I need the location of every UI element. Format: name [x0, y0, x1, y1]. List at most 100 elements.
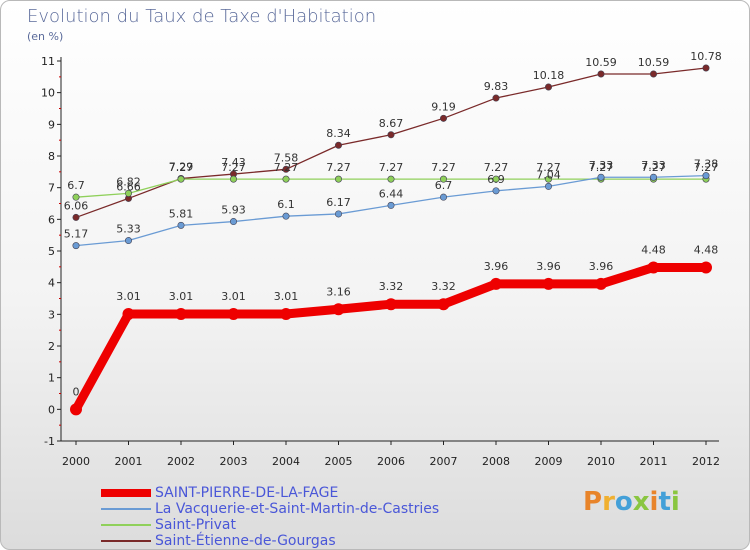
data-label: 3.01 — [274, 290, 299, 303]
data-label: 0 — [73, 385, 80, 398]
data-point — [647, 261, 660, 274]
data-label: 8.34 — [326, 127, 351, 140]
data-point — [544, 182, 552, 190]
data-label: 7.27 — [484, 161, 509, 174]
data-point — [385, 298, 397, 311]
data-point — [387, 131, 395, 139]
data-label: 3.32 — [379, 280, 404, 293]
data-point — [492, 175, 500, 183]
data-point — [72, 213, 80, 221]
x-tick-label: 2009 — [535, 455, 563, 468]
data-point — [387, 175, 395, 183]
legend-swatch-saint-etienne — [101, 540, 151, 542]
x-tick-label: 2012 — [692, 455, 720, 468]
x-tick-label: 2006 — [377, 455, 405, 468]
data-point — [230, 218, 238, 226]
data-point — [492, 187, 500, 195]
data-label: 6.1 — [277, 198, 295, 211]
y-tick-label: 11 — [41, 55, 55, 68]
data-point — [125, 237, 133, 245]
data-label: 3.01 — [169, 290, 194, 303]
data-label: 3.01 — [116, 290, 141, 303]
data-label: 7.33 — [589, 159, 614, 172]
data-label: 10.59 — [585, 56, 617, 69]
data-label: 7.38 — [694, 158, 719, 171]
data-label: 3.32 — [431, 280, 456, 293]
data-label: 6.7 — [67, 179, 85, 192]
data-label: 7.27 — [431, 161, 456, 174]
data-point — [387, 201, 395, 209]
data-label: 7.27 — [221, 161, 246, 174]
proxiti-logo: Proxiti — [583, 487, 680, 517]
y-tick-label: 9 — [48, 118, 55, 131]
data-label: 7.58 — [274, 151, 299, 164]
data-labels-layer: 6.06 6.66 7.29 7.43 7.58 8.34 8.67 9.19 9.83 10.1… — [64, 50, 722, 398]
data-point — [595, 277, 607, 290]
data-label: 7.27 — [274, 161, 299, 174]
data-point — [282, 212, 290, 220]
data-point — [334, 175, 342, 183]
data-label: 5.17 — [64, 228, 89, 241]
data-label: 7.29 — [169, 160, 194, 173]
data-point — [542, 277, 555, 290]
data-point — [439, 193, 447, 201]
y-tick-label: 8 — [48, 150, 55, 163]
data-label: 10.78 — [690, 50, 722, 63]
data-label: 3.96 — [536, 260, 561, 273]
data-point — [334, 141, 342, 149]
data-point — [702, 172, 710, 180]
data-label: 7.27 — [589, 161, 614, 174]
data-point — [282, 165, 290, 173]
x-tick-label: 2005 — [325, 455, 353, 468]
legend-swatch-saint-privat — [101, 524, 151, 526]
data-point — [334, 210, 342, 218]
data-label: 9.83 — [484, 80, 509, 93]
data-label: 9.19 — [431, 100, 456, 113]
data-point — [649, 173, 657, 181]
data-point — [332, 303, 345, 316]
y-tick-label: 3 — [48, 308, 55, 321]
x-tick-label: 2010 — [587, 455, 615, 468]
data-point — [544, 83, 552, 91]
x-tick-label: 2002 — [167, 455, 195, 468]
data-point — [597, 173, 605, 181]
data-point — [439, 175, 447, 183]
x-tick-label: 2011 — [640, 455, 668, 468]
data-label: 6.9 — [487, 173, 505, 186]
data-point — [597, 70, 605, 78]
data-label: 5.93 — [221, 204, 246, 217]
data-point — [125, 189, 133, 197]
y-tick-label: 0 — [48, 403, 55, 416]
data-label: 10.59 — [638, 56, 670, 69]
data-label: 6.7 — [435, 179, 453, 192]
data-label: 7.27 — [536, 161, 561, 174]
data-label: 7.27 — [379, 161, 404, 174]
data-label: 7.43 — [221, 156, 246, 169]
legend-label-saint-privat: Saint-Privat — [155, 517, 236, 533]
legend-label-saint-etienne: Saint-Étienne-de-Gourgas — [155, 533, 336, 549]
data-point — [702, 64, 710, 72]
x-tick-label: 2004 — [272, 455, 300, 468]
data-label: 7.27 — [169, 161, 194, 174]
data-label: 7.33 — [641, 159, 666, 172]
data-label: 8.67 — [379, 117, 404, 130]
data-label: 6.82 — [116, 175, 141, 188]
y-tick-label: 1 — [48, 372, 55, 385]
data-point — [70, 403, 82, 416]
data-point — [230, 175, 238, 183]
x-tick-label: 2007 — [430, 455, 458, 468]
legend-swatch-la-vacquerie — [101, 508, 151, 510]
y-tick-label: 7 — [48, 182, 55, 195]
x-tick-label: 2003 — [220, 455, 248, 468]
data-label: 3.96 — [484, 260, 509, 273]
data-point — [72, 242, 80, 250]
data-point — [439, 114, 447, 122]
axes: -1 0 1 2 3 4 5 6 7 8 9 10 11 2000 2001 2002 2003 2004 2005… — [41, 55, 720, 468]
data-point — [490, 277, 502, 290]
data-point — [72, 193, 80, 201]
data-label: 5.81 — [169, 207, 194, 220]
legend-swatch-saint-pierre — [101, 489, 151, 497]
data-point — [700, 261, 712, 274]
